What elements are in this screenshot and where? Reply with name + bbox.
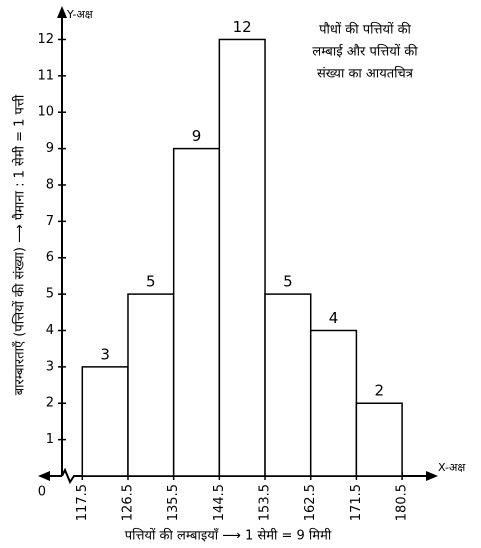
y-tick-label: 3 (46, 359, 54, 374)
x-tick-label: 144.5 (212, 484, 227, 521)
data-label: 3 (100, 345, 110, 363)
x-tick-label: 153.5 (258, 484, 273, 521)
y-tick-label: 9 (46, 141, 54, 156)
x-axis-name: X-अक्ष (438, 461, 466, 474)
y-tick-label: 4 (46, 323, 54, 338)
y-tick-label: 12 (37, 32, 54, 47)
y-tick-label: 1 (46, 432, 54, 447)
bar (355, 402, 403, 477)
y-tick-label: 0 (38, 485, 46, 500)
y-axis-arrow (57, 6, 67, 18)
title-line: लम्बाई और पत्तियों की (312, 44, 418, 60)
y-tick-label: 7 (46, 214, 54, 229)
bar (264, 293, 312, 477)
x-tick-label: 171.5 (349, 484, 364, 521)
x-tick-label: 180.5 (395, 484, 410, 521)
data-label: 5 (283, 273, 293, 291)
data-label: 12 (233, 18, 252, 36)
y-tick-label: 11 (37, 68, 54, 83)
y-tick-label: 8 (46, 177, 54, 192)
x-axis-arrow-right (426, 471, 438, 481)
x-axis-arrow-left (38, 471, 50, 481)
y-tick-label: 5 (46, 287, 54, 302)
x-tick-label: 135.5 (166, 484, 181, 521)
x-axis-label: पत्तियों की लम्बाइयाँ ⟶ 1 सेमी = 9 मिमी (125, 528, 332, 544)
data-label: 4 (329, 309, 339, 327)
x-tick-label: 126.5 (120, 484, 135, 521)
y-tick-label: 10 (37, 105, 54, 120)
bar (172, 147, 221, 477)
title-line: संख्या का आयतचित्र (317, 66, 414, 82)
y-tick-label: 2 (46, 396, 54, 411)
y-axis-label: बारम्बारताएँ (पत्तियों की संख्या) ⟶ पैमा… (12, 94, 28, 395)
bar (218, 38, 266, 477)
y-axis-name: Y-अक्ष (66, 8, 94, 21)
y-tick-label: 6 (46, 250, 54, 265)
data-label: 9 (192, 127, 202, 145)
bar (309, 329, 358, 477)
bar (81, 366, 129, 477)
bar (127, 293, 175, 477)
title-line: पौधों की पत्तियों की (319, 22, 411, 38)
data-label: 5 (146, 273, 156, 291)
x-tick-label: 162.5 (303, 484, 318, 521)
data-label: 2 (374, 382, 384, 400)
x-tick-label: 117.5 (75, 484, 90, 521)
